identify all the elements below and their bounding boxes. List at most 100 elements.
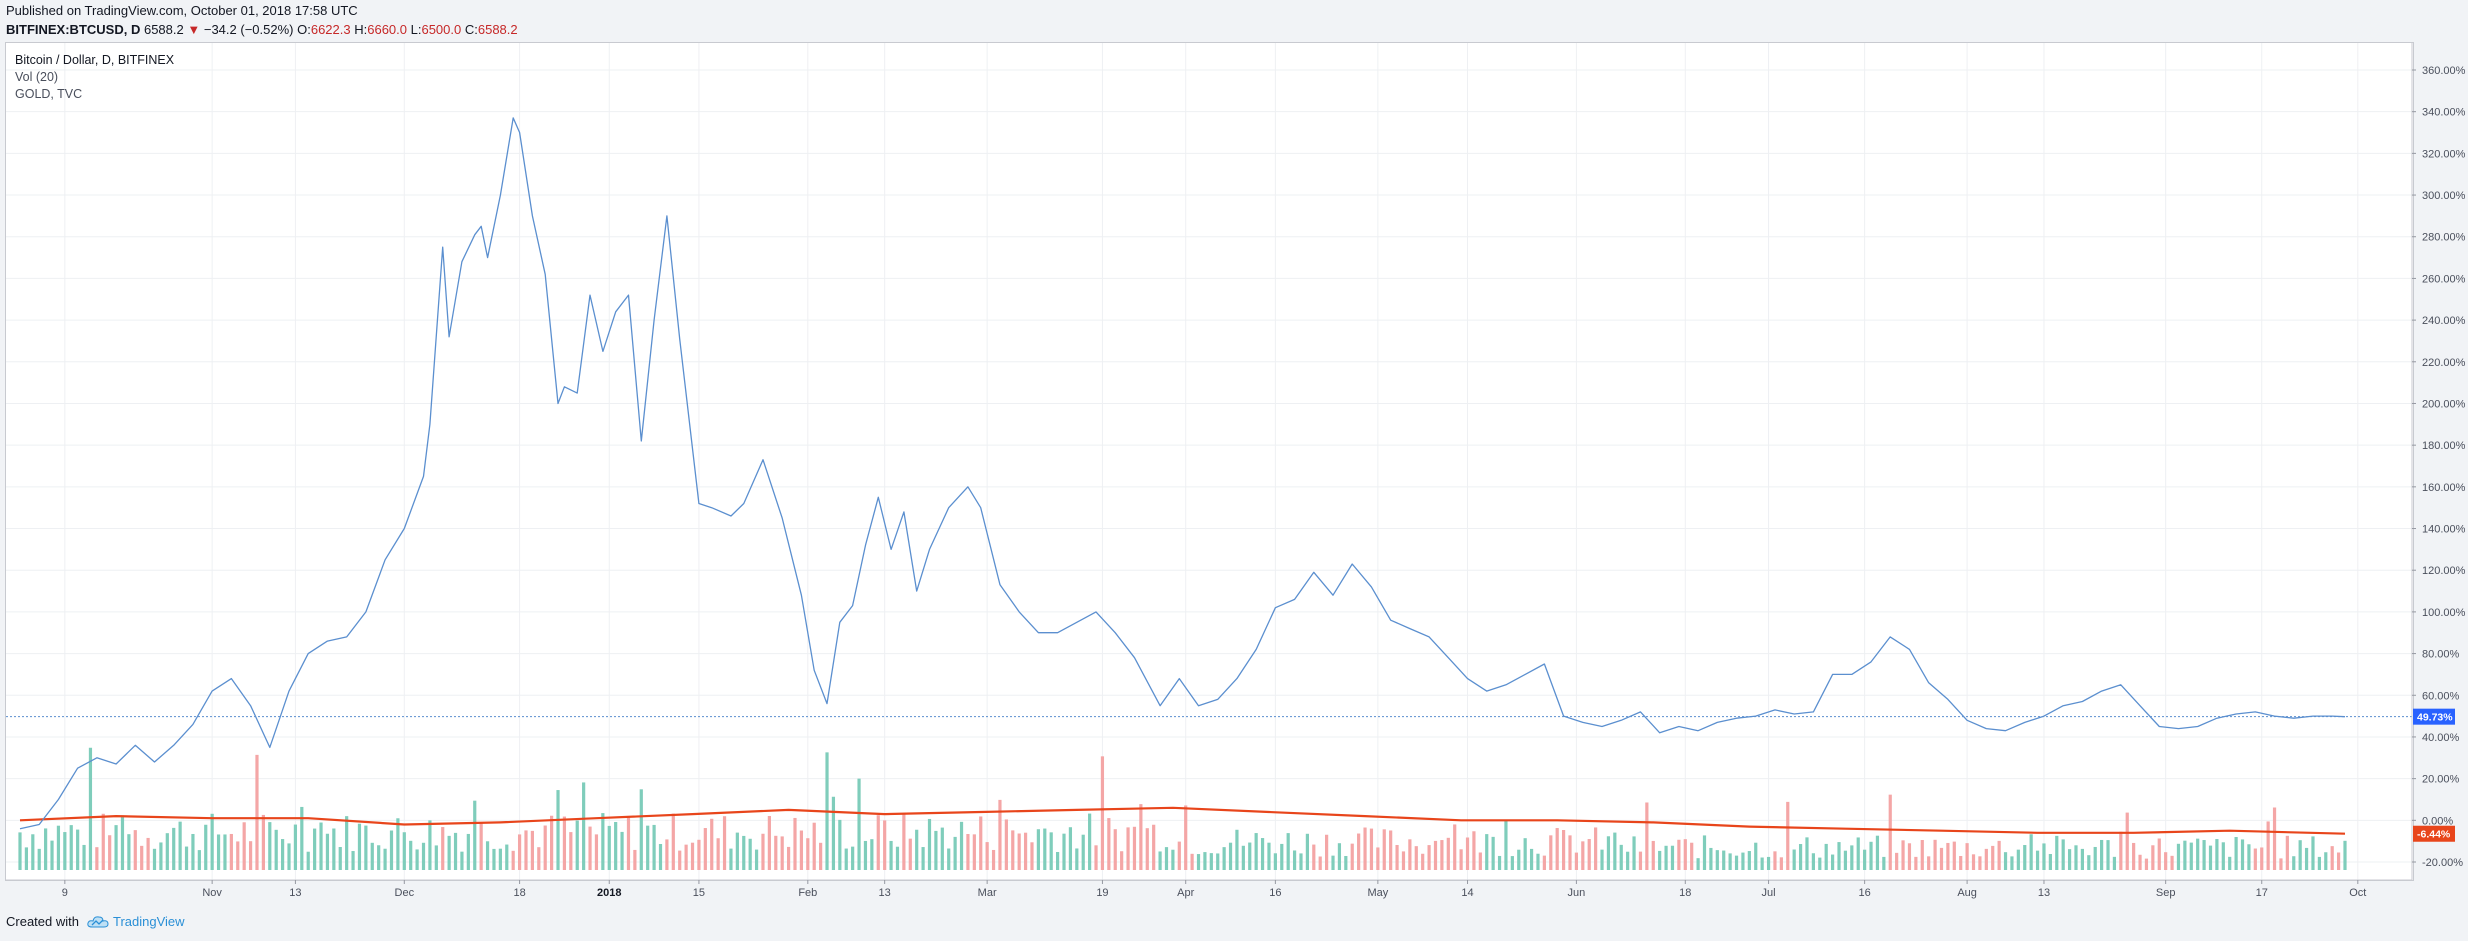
volume-bar (1472, 831, 1476, 870)
volume-bar (1376, 847, 1380, 870)
x-tick-label: 13 (2038, 887, 2050, 899)
volume-bar (2164, 852, 2168, 870)
volume-bar (812, 822, 816, 870)
volume-bar (485, 841, 490, 870)
volume-bar (383, 848, 387, 870)
volume-bar (50, 840, 54, 870)
grid-lines (6, 43, 2412, 880)
y-tick-label: 80.00% (2422, 649, 2460, 661)
volume-bar (902, 813, 906, 870)
volume-bar (2304, 847, 2309, 870)
created-with-label: Created with (6, 914, 79, 929)
volume-bar (582, 782, 586, 870)
volume-bar (434, 845, 438, 870)
volume-bar (959, 821, 964, 870)
volume-bar (1350, 843, 1354, 870)
volume-bar (1933, 839, 1937, 870)
volume-bar (652, 824, 656, 870)
volume-bar (697, 839, 701, 870)
volume-bar (665, 839, 669, 870)
legend-compare-series[interactable]: GOLD, TVC (15, 87, 83, 101)
gold-last-badge-text: -6.44% (2417, 829, 2451, 841)
open-label: O: (297, 22, 311, 37)
volume-bar (998, 799, 1002, 870)
volume-bar (1369, 828, 1374, 870)
volume-bar (2253, 848, 2257, 870)
volume-bar (1414, 846, 1418, 870)
volume-bar (447, 835, 451, 870)
volume-bar (127, 834, 131, 870)
volume-bar (1837, 842, 1841, 870)
volume-bar (2144, 858, 2149, 870)
volume-bar (2183, 840, 2187, 870)
x-tick-label: 16 (1859, 887, 1871, 899)
chart-frame[interactable] (5, 42, 2414, 881)
volume-bar (2112, 856, 2117, 870)
volume-bar (562, 816, 567, 870)
y-tick-label: 320.00% (2422, 148, 2466, 160)
volume-bar (915, 829, 919, 870)
volume-bar (1696, 858, 1700, 870)
volume-bar (1171, 849, 1175, 870)
x-tick-label: 14 (1461, 887, 1473, 899)
volume-bar (1856, 837, 1860, 870)
y-tick-label: 240.00% (2422, 315, 2466, 327)
x-tick-label: Apr (1177, 887, 1194, 899)
volume-bar (940, 827, 944, 870)
volume-bar (1760, 857, 1764, 870)
volume-bar (575, 820, 579, 870)
volume-bar (1196, 854, 1201, 870)
volume-bar (1670, 845, 1675, 870)
volume-bar (646, 825, 650, 870)
volume-bar (1594, 827, 1598, 870)
legend-main-series[interactable]: Bitcoin / Dollar, D, BITFINEX (15, 53, 175, 67)
volume-bar (1504, 820, 1508, 870)
volume-bar (1273, 853, 1277, 870)
volume-bar (1004, 819, 1008, 870)
volume-bar (1389, 830, 1393, 870)
volume-bar (2247, 844, 2251, 870)
volume-bar (63, 832, 67, 870)
time-axis: 9 Nov 13 Dec 18 2018 15 Feb 13 Mar 19 Apr 16 May 14 Jun… (6, 879, 2412, 899)
volume-bar (921, 847, 925, 870)
volume-bar (966, 834, 970, 870)
volume-bar (1485, 834, 1489, 870)
volume-bar (735, 832, 739, 870)
volume-bar (678, 850, 682, 870)
volume-bar (1702, 835, 1707, 870)
volume-bar (2272, 807, 2277, 870)
volume-bar (1920, 840, 1924, 870)
volume-bar (1241, 845, 1245, 870)
volume-bar (2138, 854, 2142, 870)
volume-bar (2234, 837, 2238, 870)
volume-bar (1497, 855, 1502, 870)
volume-bar (722, 816, 727, 870)
volume-bar (972, 834, 976, 870)
volume-bar (934, 830, 938, 870)
volume-bar (1478, 852, 1482, 870)
high-label: H: (354, 22, 368, 37)
tradingview-link[interactable]: TradingView (87, 914, 185, 929)
volume-bar (18, 832, 22, 870)
volume-bar (2317, 856, 2321, 870)
volume-bar (351, 851, 355, 870)
volume-bar (1254, 833, 1258, 870)
volume-bar (2324, 852, 2328, 870)
volume-bar (140, 845, 144, 870)
volume-bar (1139, 804, 1143, 870)
x-tick-label: 9 (62, 887, 68, 899)
volume-bar (1561, 830, 1566, 870)
volume-bar (767, 815, 771, 870)
legend-volume[interactable]: Vol (20) (15, 70, 59, 84)
y-tick-label: 220.00% (2422, 357, 2466, 369)
volume-bar (2202, 840, 2206, 870)
volume-bar (985, 842, 989, 870)
volume-bar (658, 843, 663, 870)
volume-bar (863, 840, 868, 870)
volume-bar (223, 834, 227, 870)
volume-bar (991, 849, 996, 870)
volume-bar (1216, 853, 1220, 870)
volume-bar (639, 789, 643, 870)
volume-bar (453, 832, 458, 870)
